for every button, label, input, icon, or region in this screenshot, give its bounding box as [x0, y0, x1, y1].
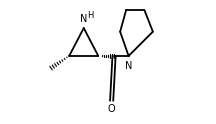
Text: O: O — [108, 104, 115, 114]
Text: H: H — [87, 11, 93, 20]
Text: N: N — [125, 61, 132, 71]
Text: N: N — [80, 14, 87, 24]
